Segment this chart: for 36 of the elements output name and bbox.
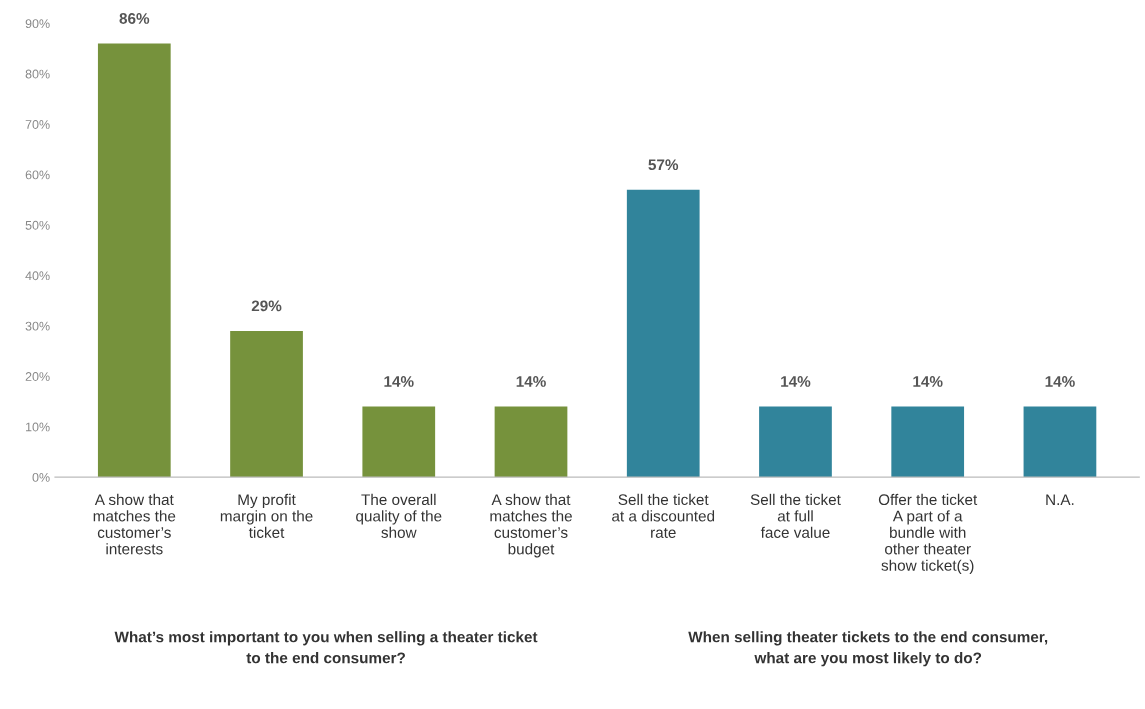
data-label: 14% (516, 376, 546, 387)
text: What’s most important to you when selling a theater ticket to the end consumer? (114, 631, 538, 664)
y-tick-label: 90% (25, 19, 50, 29)
x-tick-label: A show that matches the customer’s interests (93, 493, 176, 555)
bar (494, 406, 568, 478)
data-label: 14% (781, 376, 811, 387)
y-tick-label: 10% (26, 422, 50, 432)
x-tick-label: Sell the ticket at full face value (750, 493, 841, 538)
x-tick-label: N.A. (1046, 494, 1074, 505)
y-tick-label: 40% (25, 271, 50, 281)
bar (1023, 406, 1097, 478)
data-label: 14% (1045, 376, 1075, 387)
y-tick-label: 20% (25, 372, 50, 381)
y-tick-label: 70% (25, 120, 50, 129)
x-tick-label: The overall quality of the show (356, 493, 442, 538)
bar (759, 406, 832, 478)
bar (230, 330, 303, 478)
data-label: 29% (251, 300, 282, 312)
x-tick-label: A show that matches the customer’s budget (490, 493, 572, 558)
data-label: 14% (384, 376, 414, 387)
y-tick-label: 30% (25, 321, 50, 331)
data-label: 86% (119, 13, 150, 24)
data-label: 57% (648, 159, 679, 171)
y-tick-label: 50% (25, 220, 50, 230)
bar (626, 189, 700, 478)
bar (97, 43, 171, 478)
y-tick-label: 60% (25, 170, 50, 180)
data-label: 14% (913, 376, 943, 387)
text: When selling theater tickets to the end consumer, what are you most likely to do? (688, 631, 1048, 667)
y-tick-label: 0% (32, 472, 50, 482)
y-tick-label: 80% (25, 69, 50, 79)
bar (891, 406, 965, 478)
bar (362, 406, 436, 478)
x-tick-label: My profit margin on the ticket (220, 493, 313, 538)
x-tick-label: Offer the ticket A part of a bundle with other theater show ticket(s) (878, 493, 978, 574)
x-tick-label: Sell the ticket at a discounted rate (612, 493, 715, 538)
